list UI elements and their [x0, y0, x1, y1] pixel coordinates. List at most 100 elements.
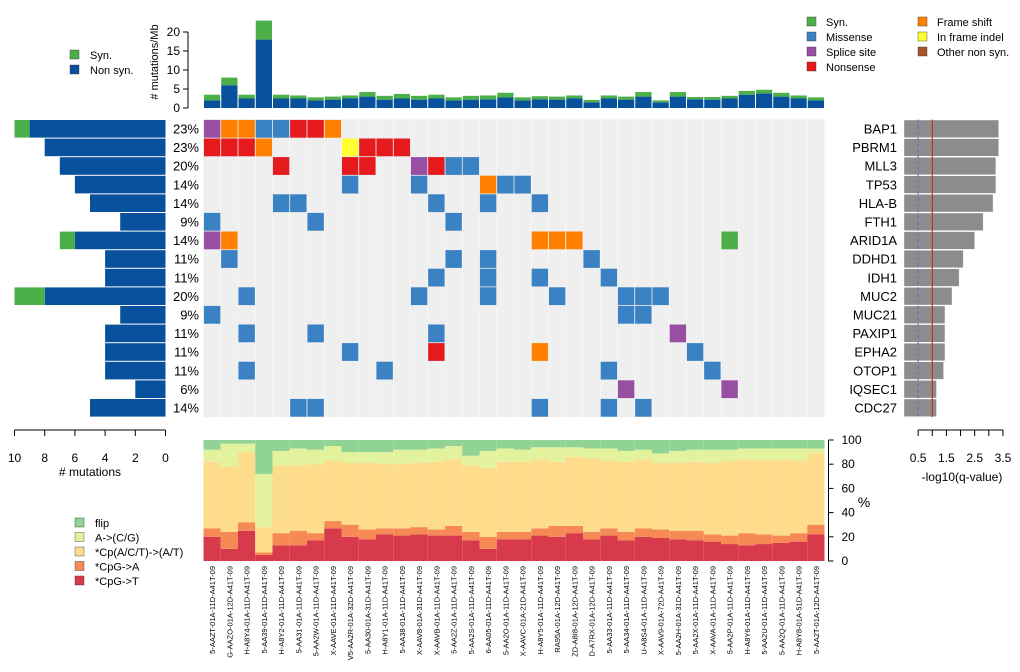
- spectrum-seg-cpg-a: [686, 530, 704, 541]
- gene-percent: 6%: [180, 382, 199, 397]
- spectrum-seg-a-c-g: [755, 448, 773, 461]
- legend-label-other-non-syn: Other non syn.: [937, 47, 1009, 59]
- top-bar-nonsyn: [549, 99, 566, 108]
- left-x-tick-label: 10: [8, 451, 22, 465]
- cell-missense: [600, 361, 618, 380]
- left-x-label: # mutations: [59, 465, 121, 479]
- spectrum-seg-a-c-g: [255, 473, 273, 528]
- top-bar-syn: [652, 100, 669, 103]
- cell-missense: [617, 287, 635, 306]
- spectrum-seg-cpg-t: [255, 554, 273, 561]
- cell-missense: [514, 175, 531, 194]
- gene-label: PBRM1: [852, 140, 897, 155]
- legend-label-syn: Syn.: [826, 17, 848, 29]
- cell-missense: [479, 287, 497, 306]
- spectrum-seg-cpg-t: [755, 544, 773, 561]
- legend-label-frame-shift: Frame shift: [937, 17, 992, 29]
- spectrum-seg-flip: [617, 440, 635, 451]
- cell-missense: [428, 324, 445, 343]
- gene-percent: 14%: [173, 196, 199, 211]
- spectrum-seg-cpg-a: [238, 522, 256, 531]
- gene-percent: 14%: [173, 177, 199, 192]
- sample-label: 5-AA2Q-01A-11D-A41T-09: [777, 566, 786, 655]
- gene-label: TP53: [866, 177, 897, 192]
- spectrum-seg-cpg-a: [272, 533, 290, 546]
- spectrum-seg-a-c-g: [721, 449, 739, 461]
- legend-swatch-cpg-t: [74, 575, 85, 586]
- sample-label: 5-AA2H-01A-31D-A41T-09: [674, 566, 683, 655]
- spectrum-seg-cpg-a: [358, 529, 376, 540]
- spectrum-y-tick-label: 0: [842, 554, 849, 568]
- spectrum-seg-a-c-g: [565, 447, 583, 457]
- cell-frame-shift: [531, 231, 549, 250]
- spectrum-seg-flip: [427, 440, 445, 449]
- top-bar-nonsyn: [738, 94, 755, 108]
- gene-percent: 11%: [174, 326, 199, 341]
- left-bar-nonsyn: [135, 380, 166, 398]
- left-bar-syn: [14, 287, 45, 305]
- cell-missense: [376, 361, 393, 380]
- cell-frame-shift: [531, 343, 549, 361]
- legend-swatch-other-non-syn: [917, 46, 928, 57]
- cell-splice-site: [721, 380, 738, 399]
- sample-label: 5-AA2Z-01A-11D-A41T-09: [450, 566, 459, 654]
- spectrum-seg-flip: [548, 440, 566, 448]
- sample-label: X-AAVA-01A-11D-A41T-09: [708, 566, 717, 655]
- spectrum-seg-cp-a-c-t-a-t: [669, 462, 687, 531]
- cell-missense: [255, 119, 273, 138]
- spectrum-seg-flip: [238, 440, 256, 444]
- spectrum-seg-flip: [272, 440, 290, 451]
- cell-nonsense: [359, 138, 376, 157]
- cell-missense: [428, 194, 445, 213]
- top-bar-syn: [480, 95, 497, 100]
- cell-missense: [203, 305, 221, 324]
- spectrum-seg-cp-a-c-t-a-t: [220, 466, 238, 532]
- cell-missense: [479, 250, 497, 268]
- cell-nonsense: [272, 157, 290, 175]
- spectrum-seg-a-c-g: [514, 449, 532, 462]
- left-bar-nonsyn: [74, 231, 166, 250]
- spectrum-seg-cpg-a: [341, 524, 359, 537]
- left-x-tick-label: 2: [132, 451, 139, 465]
- spectrum-seg-flip: [496, 440, 514, 449]
- top-bar-nonsyn: [635, 96, 652, 108]
- left-bar-nonsyn: [29, 120, 166, 138]
- spectrum-seg-a-c-g: [358, 452, 376, 463]
- spectrum-seg-cpg-t: [652, 538, 670, 561]
- top-bar-syn: [687, 96, 704, 100]
- legend-label-cpg-a: *CpG->A: [95, 562, 140, 574]
- gene-percent: 9%: [180, 308, 199, 323]
- spectrum-panel: 0 20 40 60 80 100%: [203, 433, 870, 568]
- spectrum-seg-cpg-t: [807, 534, 825, 561]
- spectrum-seg-cpg-a: [790, 533, 808, 542]
- spectrum-seg-flip: [721, 440, 739, 450]
- spectrum-seg-a-c-g: [617, 450, 635, 462]
- qvalue-x-tick-label: 0.5: [910, 451, 927, 465]
- spectrum-seg-a-c-g: [410, 449, 428, 463]
- gene-percent: 11%: [174, 345, 199, 360]
- qvalue-bar: [903, 324, 946, 343]
- spectrum-seg-a-c-g: [445, 446, 463, 460]
- cell-missense: [307, 212, 324, 231]
- left-x-tick-label: 8: [41, 451, 48, 465]
- spectrum-seg-a-c-g: [738, 448, 756, 460]
- spectrum-seg-cp-a-c-t-a-t: [548, 461, 566, 526]
- spectrum-seg-flip: [738, 440, 756, 449]
- spectrum-seg-cp-a-c-t-a-t: [410, 462, 428, 528]
- top-bar-nonsyn: [652, 102, 669, 108]
- cell-missense: [341, 175, 359, 194]
- top-bar-nonsyn: [342, 98, 359, 108]
- spectrum-seg-cpg-t: [289, 545, 307, 561]
- gene-label: ARID1A: [850, 233, 897, 248]
- spectrum-seg-cp-a-c-t-a-t: [652, 462, 670, 530]
- mutation-type-legend: Syn. Missense Splice site Nonsense Frame shi…: [806, 16, 1009, 74]
- left-bar-nonsyn: [74, 175, 166, 194]
- top-bar-syn: [324, 96, 341, 100]
- spectrum-seg-flip: [410, 440, 428, 450]
- top-bar-nonsyn: [669, 96, 686, 108]
- sample-label: 6-AA05-01A-11D-A41T-09: [484, 566, 493, 653]
- spectrum-legend: flip A->(C/G) *Cp(A/C/T)->(A/T) *CpG->A *CpG…: [74, 517, 183, 588]
- spectrum-seg-cp-a-c-t-a-t: [358, 462, 376, 530]
- sample-label: H-A8Y8-01A-51D-A41T-09: [795, 566, 804, 655]
- spectrum-seg-flip: [358, 440, 376, 453]
